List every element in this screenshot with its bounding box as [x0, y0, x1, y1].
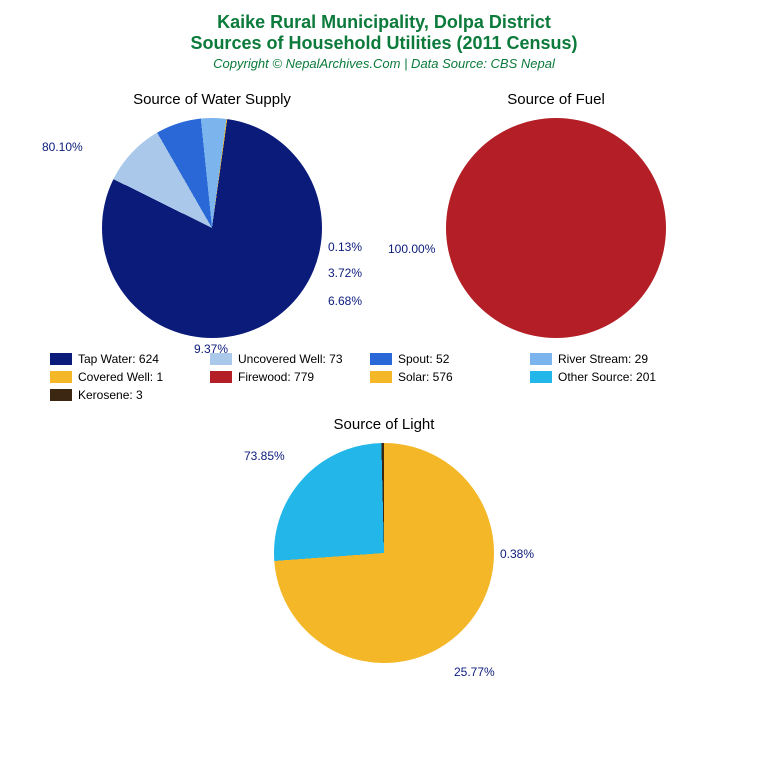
pie-slice-label: 6.68% [328, 294, 362, 308]
legend-item: Other Source: 201 [530, 370, 670, 384]
legend-item: Solar: 576 [370, 370, 510, 384]
light-chart-title: Source of Light [334, 416, 435, 433]
legend-label: Other Source: 201 [558, 370, 656, 384]
legend-label: Solar: 576 [398, 370, 453, 384]
legend-swatch [370, 353, 392, 365]
title-block: Kaike Rural Municipality, Dolpa District… [0, 0, 768, 71]
legend-swatch [530, 353, 552, 365]
pie-slice-label: 25.77% [454, 665, 495, 679]
pie-slice-label: 0.38% [500, 547, 534, 561]
legend-item: River Stream: 29 [530, 352, 670, 366]
water-chart-container: Source of Water Supply 80.10%9.37%6.68%3… [102, 91, 322, 338]
pie-slice-label: 100.00% [388, 242, 435, 256]
light-pie [274, 443, 494, 663]
fuel-pie-wrapper: 100.00% [446, 118, 666, 338]
legend-label: Spout: 52 [398, 352, 449, 366]
legend-item: Kerosene: 3 [50, 388, 190, 402]
legend: Tap Water: 624 Uncovered Well: 73 Spout: 5… [0, 338, 768, 402]
water-pie-wrapper: 80.10%9.37%6.68%3.72%0.13% [102, 118, 322, 338]
legend-swatch [50, 353, 72, 365]
light-pie-wrapper: 73.85%25.77%0.38% [274, 443, 494, 663]
water-pie [102, 118, 322, 338]
pie-slice-label: 9.37% [194, 342, 228, 356]
legend-item: Spout: 52 [370, 352, 510, 366]
legend-swatch [530, 371, 552, 383]
legend-swatch [210, 371, 232, 383]
legend-swatch [370, 371, 392, 383]
light-chart-container: Source of Light 73.85%25.77%0.38% [274, 416, 494, 663]
legend-item: Uncovered Well: 73 [210, 352, 350, 366]
title-line-1: Kaike Rural Municipality, Dolpa District [0, 12, 768, 33]
pie-slice-label: 0.13% [328, 240, 362, 254]
legend-label: River Stream: 29 [558, 352, 648, 366]
pie-slice-label: 73.85% [244, 449, 285, 463]
title-line-2: Sources of Household Utilities (2011 Cen… [0, 33, 768, 54]
top-chart-row: Source of Water Supply 80.10%9.37%6.68%3… [0, 91, 768, 338]
legend-item: Covered Well: 1 [50, 370, 190, 384]
bottom-chart-row: Source of Light 73.85%25.77%0.38% [0, 416, 768, 663]
legend-label: Tap Water: 624 [78, 352, 159, 366]
legend-item: Firewood: 779 [210, 370, 350, 384]
water-chart-title: Source of Water Supply [133, 91, 291, 108]
pie-slice-label: 80.10% [42, 140, 83, 154]
legend-label: Uncovered Well: 73 [238, 352, 343, 366]
legend-item: Tap Water: 624 [50, 352, 190, 366]
pie-slice-label: 3.72% [328, 266, 362, 280]
fuel-chart-container: Source of Fuel 100.00% [446, 91, 666, 338]
fuel-chart-title: Source of Fuel [507, 91, 605, 108]
fuel-pie [446, 118, 666, 338]
legend-swatch [50, 371, 72, 383]
legend-swatch [50, 389, 72, 401]
legend-label: Covered Well: 1 [78, 370, 163, 384]
legend-label: Firewood: 779 [238, 370, 314, 384]
subtitle: Copyright © NepalArchives.Com | Data Sou… [0, 56, 768, 71]
legend-label: Kerosene: 3 [78, 388, 143, 402]
